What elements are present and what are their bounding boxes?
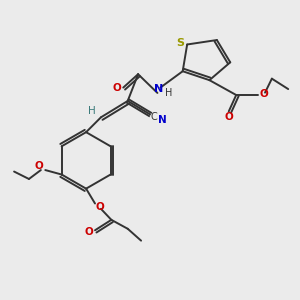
Text: O: O: [259, 88, 268, 98]
Text: H: H: [88, 106, 96, 116]
Text: O: O: [224, 112, 233, 122]
Text: N: N: [154, 84, 164, 94]
Text: O: O: [35, 161, 44, 172]
Text: O: O: [84, 227, 93, 237]
Text: O: O: [113, 82, 122, 93]
Text: N: N: [158, 115, 167, 125]
Text: S: S: [177, 38, 184, 48]
Text: O: O: [96, 202, 105, 212]
Text: C: C: [151, 112, 158, 122]
Text: H: H: [165, 88, 172, 98]
